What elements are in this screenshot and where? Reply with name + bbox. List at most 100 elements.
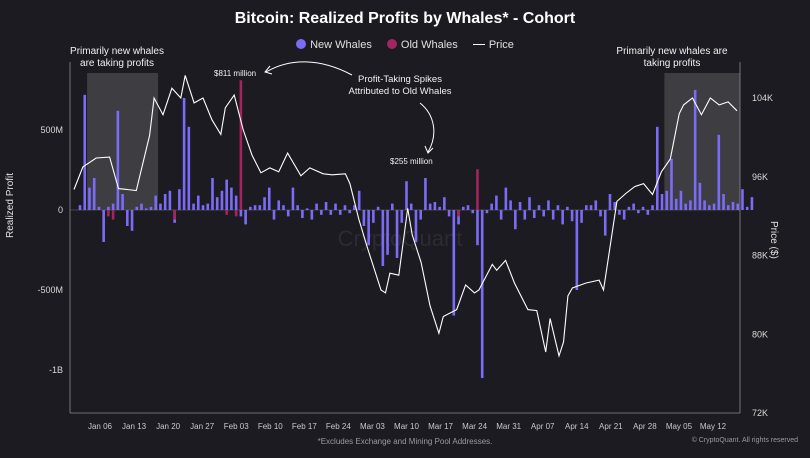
bar-new-whales <box>679 190 683 210</box>
bar-new-whales <box>594 200 598 210</box>
bar-new-whales <box>258 205 262 210</box>
bar-new-whales <box>272 210 276 220</box>
bar-new-whales <box>708 205 711 210</box>
bar-new-whales <box>461 206 465 210</box>
bar-new-whales <box>121 194 124 210</box>
legend-item-old-whales[interactable]: Old Whales <box>386 39 458 51</box>
bar-new-whales <box>655 126 659 210</box>
shaded-region-1 <box>664 73 741 210</box>
bar-new-whales <box>490 203 493 210</box>
bar-new-whales <box>154 195 158 210</box>
bar-new-whales <box>372 210 375 223</box>
bar-new-whales <box>551 210 555 220</box>
bar-new-whales <box>689 200 692 210</box>
bar-new-whales <box>83 94 87 210</box>
annotation-255: $255 million <box>390 157 433 166</box>
bar-new-whales <box>196 195 200 210</box>
legend-label-price: Price <box>488 39 514 51</box>
arrow-811-head <box>264 65 273 75</box>
bar-new-whales <box>670 158 673 210</box>
bar-new-whales <box>433 202 437 210</box>
old-whales-dot-icon <box>386 39 397 49</box>
chart-title: Bitcoin: Realized Profits by Whales* - C… <box>234 10 576 27</box>
x-tick-label: Jan 20 <box>156 422 181 431</box>
bar-old-whales <box>234 210 238 217</box>
bar-new-whales <box>334 203 337 210</box>
credit: © CryptoQuant. All rights reserved <box>691 437 798 444</box>
bar-new-whales <box>414 210 418 242</box>
bar-new-whales <box>499 210 503 220</box>
bar-new-whales <box>111 203 115 210</box>
x-tick-label: Feb 03 <box>224 422 249 431</box>
bar-new-whales <box>244 210 247 225</box>
bar-new-whales <box>187 126 191 210</box>
bar-new-whales <box>140 203 143 210</box>
bar-new-whales <box>722 194 725 210</box>
bar-new-whales <box>585 205 588 210</box>
bar-old-whales <box>476 169 479 210</box>
bar-new-whales <box>338 210 342 215</box>
bar-new-whales <box>599 210 602 217</box>
bar-new-whales <box>547 200 550 210</box>
bar-new-whales <box>698 182 702 210</box>
y-axis-label-right: Price ($) <box>768 221 779 259</box>
bar-new-whales <box>97 206 101 210</box>
x-tick-label: Feb 17 <box>292 422 317 431</box>
bar-new-whales <box>253 205 257 210</box>
bar-new-whales <box>665 190 669 210</box>
left-tick-label: 500M <box>40 125 63 135</box>
bar-new-whales <box>622 210 626 220</box>
x-tick-label: Apr 21 <box>599 422 623 431</box>
bar-new-whales <box>428 203 432 210</box>
axes: 500M 0 -500M -1B 104K 96K 88K 80K 72K Jan 06 Jan 1… <box>37 62 773 431</box>
legend-item-price[interactable]: Price <box>472 39 514 51</box>
x-tick-label: Feb 10 <box>258 422 283 431</box>
bar-new-whales <box>674 198 678 210</box>
bar-new-whales <box>220 190 224 210</box>
right-tick-label: 96K <box>752 172 768 182</box>
bar-new-whales <box>504 187 508 210</box>
shaded-regions <box>87 73 741 210</box>
bar-new-whales <box>320 210 323 215</box>
bar-new-whales <box>107 206 110 210</box>
bar-new-whales <box>400 210 404 223</box>
bar-new-whales <box>201 205 205 210</box>
bar-new-whales <box>282 205 285 210</box>
bar-new-whales <box>613 202 617 210</box>
bar-new-whales <box>684 203 687 210</box>
bar-new-whales <box>717 134 721 210</box>
bar-new-whales <box>693 90 697 210</box>
bar-new-whales <box>234 195 238 210</box>
bar-new-whales <box>745 206 749 210</box>
bar-new-whales <box>443 197 446 210</box>
bar-new-whales <box>135 206 139 210</box>
bar-new-whales <box>391 203 394 210</box>
x-tick-label: Jan 06 <box>88 422 113 431</box>
bar-new-whales <box>542 210 546 217</box>
footnote: *Excludes Exchange and Mining Pool Addre… <box>317 437 493 446</box>
bar-new-whales <box>144 208 148 210</box>
bar-new-whales <box>367 210 370 246</box>
bar-new-whales <box>263 197 266 210</box>
bar-new-whales <box>438 206 441 210</box>
right-tick-label: 72K <box>752 408 768 418</box>
bar-new-whales <box>324 202 328 210</box>
price-line-icon <box>472 44 485 45</box>
bar-new-whales <box>509 200 512 210</box>
bar-old-whales <box>457 210 460 217</box>
bar-new-whales <box>291 187 295 210</box>
right-tick-label: 104K <box>752 93 773 103</box>
bar-new-whales <box>88 187 91 210</box>
bar-new-whales <box>618 210 621 215</box>
legend-item-new-whales[interactable]: New Whales <box>296 39 372 51</box>
bar-new-whales <box>192 203 195 210</box>
arrow-255-head <box>424 145 434 154</box>
bar-new-whales <box>637 210 640 214</box>
bar-new-whales <box>452 210 456 316</box>
bar-new-whales <box>92 178 96 210</box>
bar-new-whales <box>627 206 631 210</box>
bar-new-whales <box>409 203 413 210</box>
old-whales-bars <box>107 80 479 220</box>
bar-new-whales <box>395 210 399 258</box>
